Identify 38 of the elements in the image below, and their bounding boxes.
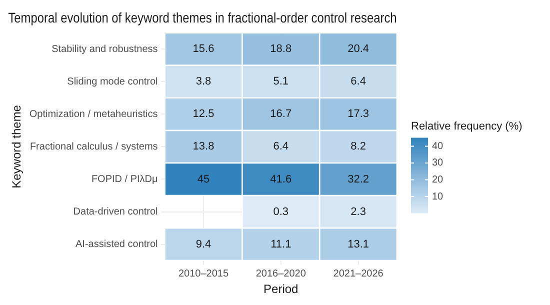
y-tick-label: Stability and robustness	[52, 44, 158, 55]
data-label: 45	[197, 173, 210, 186]
data-label: 11.1	[270, 238, 292, 250]
y-tick-label: Optimization / metaheuristics	[29, 108, 158, 120]
y-tick-label: Data-driven control	[73, 206, 158, 218]
chart-title: Temporal evolution of keyword themes in fractional-order control research	[8, 9, 397, 26]
x-tick-label: 2016–2020	[256, 268, 306, 280]
data-label: 17.3	[348, 108, 370, 120]
data-label: 32.2	[348, 173, 370, 186]
y-tick-label: Fractional calculus / systems	[30, 141, 158, 152]
color-bar-label: 20	[432, 174, 444, 186]
x-axis-title: Period	[264, 282, 298, 296]
data-label: 12.5	[192, 108, 214, 120]
y-tick-label: Sliding mode control	[67, 76, 158, 88]
data-label: 20.4	[348, 43, 370, 56]
color-bar-label: 40	[432, 140, 444, 152]
data-label: 9.4	[196, 238, 212, 250]
y-tick-label: AI-assisted control	[76, 239, 158, 250]
data-label: 18.8	[270, 43, 292, 56]
data-label: 5.1	[273, 76, 289, 88]
data-label: 3.8	[196, 76, 212, 88]
data-label: 16.7	[270, 108, 292, 120]
data-label: 41.6	[270, 173, 292, 186]
data-label: 13.1	[348, 238, 370, 250]
data-label: 13.8	[192, 140, 214, 153]
x-tick-label: 2021–2026	[333, 268, 384, 280]
data-label: 6.4	[350, 76, 366, 88]
legend-title: Relative frequency (%)	[411, 120, 522, 132]
data-label: 2.3	[350, 206, 366, 218]
color-bar-label: 30	[432, 158, 444, 169]
data-label: 15.6	[192, 43, 214, 56]
data-label: 6.4	[273, 140, 289, 153]
data-label: 8.2	[350, 140, 366, 153]
x-tick-label: 2010–2015	[178, 268, 229, 280]
data-label: 0.3	[273, 206, 289, 218]
y-tick-label: FOPID / PIλDμ	[91, 174, 158, 185]
color-bar-label: 10	[432, 191, 444, 202]
y-axis-title: Keyword theme	[10, 104, 24, 188]
